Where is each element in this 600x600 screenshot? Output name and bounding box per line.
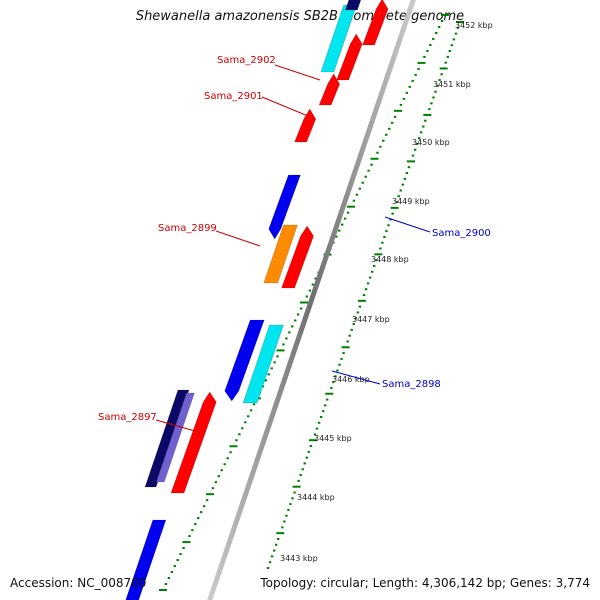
tick-label: 3451 kbp (433, 80, 471, 89)
genome-backbone (207, 0, 416, 600)
gene-sama-2898[interactable] (242, 324, 284, 404)
gene-sama-2899[interactable] (281, 225, 314, 289)
gene-reverse[interactable] (125, 519, 167, 600)
gene-label-sama_2897[interactable]: Sama_2897 (98, 412, 157, 423)
gene-purple[interactable] (155, 392, 195, 483)
gene-callout-line (331, 370, 381, 385)
accession-text: Accession: NC_008700 (10, 576, 147, 590)
genome-summary-text: Topology: circular; Length: 4,306,142 bp… (260, 576, 590, 590)
gene-dark[interactable] (144, 389, 190, 488)
gene-forward[interactable] (362, 0, 389, 46)
tick-label: 3445 kbp (314, 434, 352, 443)
gene-callout-line (155, 419, 203, 434)
gene-label-sama_2899[interactable]: Sama_2899 (158, 223, 217, 234)
tick-label: 3443 kbp (280, 554, 318, 563)
tick-label: 3447 kbp (352, 315, 390, 324)
tick-label: 3450 kbp (412, 138, 450, 147)
gene-callout-line (384, 216, 431, 233)
gene-label-sama_2901[interactable]: Sama_2901 (204, 91, 263, 102)
gene-callout-line (215, 230, 261, 247)
tick-label: 3448 kbp (371, 255, 409, 264)
gene-sama-2902[interactable] (318, 73, 340, 106)
gene-label-sama_2900[interactable]: Sama_2900 (432, 228, 491, 239)
outer-tick-ring (159, 14, 449, 591)
gene-forward[interactable] (336, 33, 363, 81)
tick-label: 3449 kbp (392, 197, 430, 206)
gene-callout-line (261, 96, 309, 117)
gene-callout-line (274, 64, 321, 81)
tick-label: 3452 kbp (455, 21, 493, 30)
tick-label: 3446 kbp (332, 375, 370, 384)
gene-sama-2901[interactable] (294, 108, 317, 143)
gene-label-sama_2898[interactable]: Sama_2898 (382, 379, 441, 390)
gene-sama-2900[interactable] (268, 174, 301, 240)
gene-label-sama_2902[interactable]: Sama_2902 (217, 55, 276, 66)
gene-sama-2897[interactable] (170, 391, 217, 494)
gene-dark[interactable] (344, 0, 362, 11)
tick-label: 3444 kbp (297, 493, 335, 502)
gene-orange[interactable] (263, 224, 298, 284)
inner-tick-ring (266, 21, 464, 569)
gene-reverse[interactable] (224, 319, 265, 402)
